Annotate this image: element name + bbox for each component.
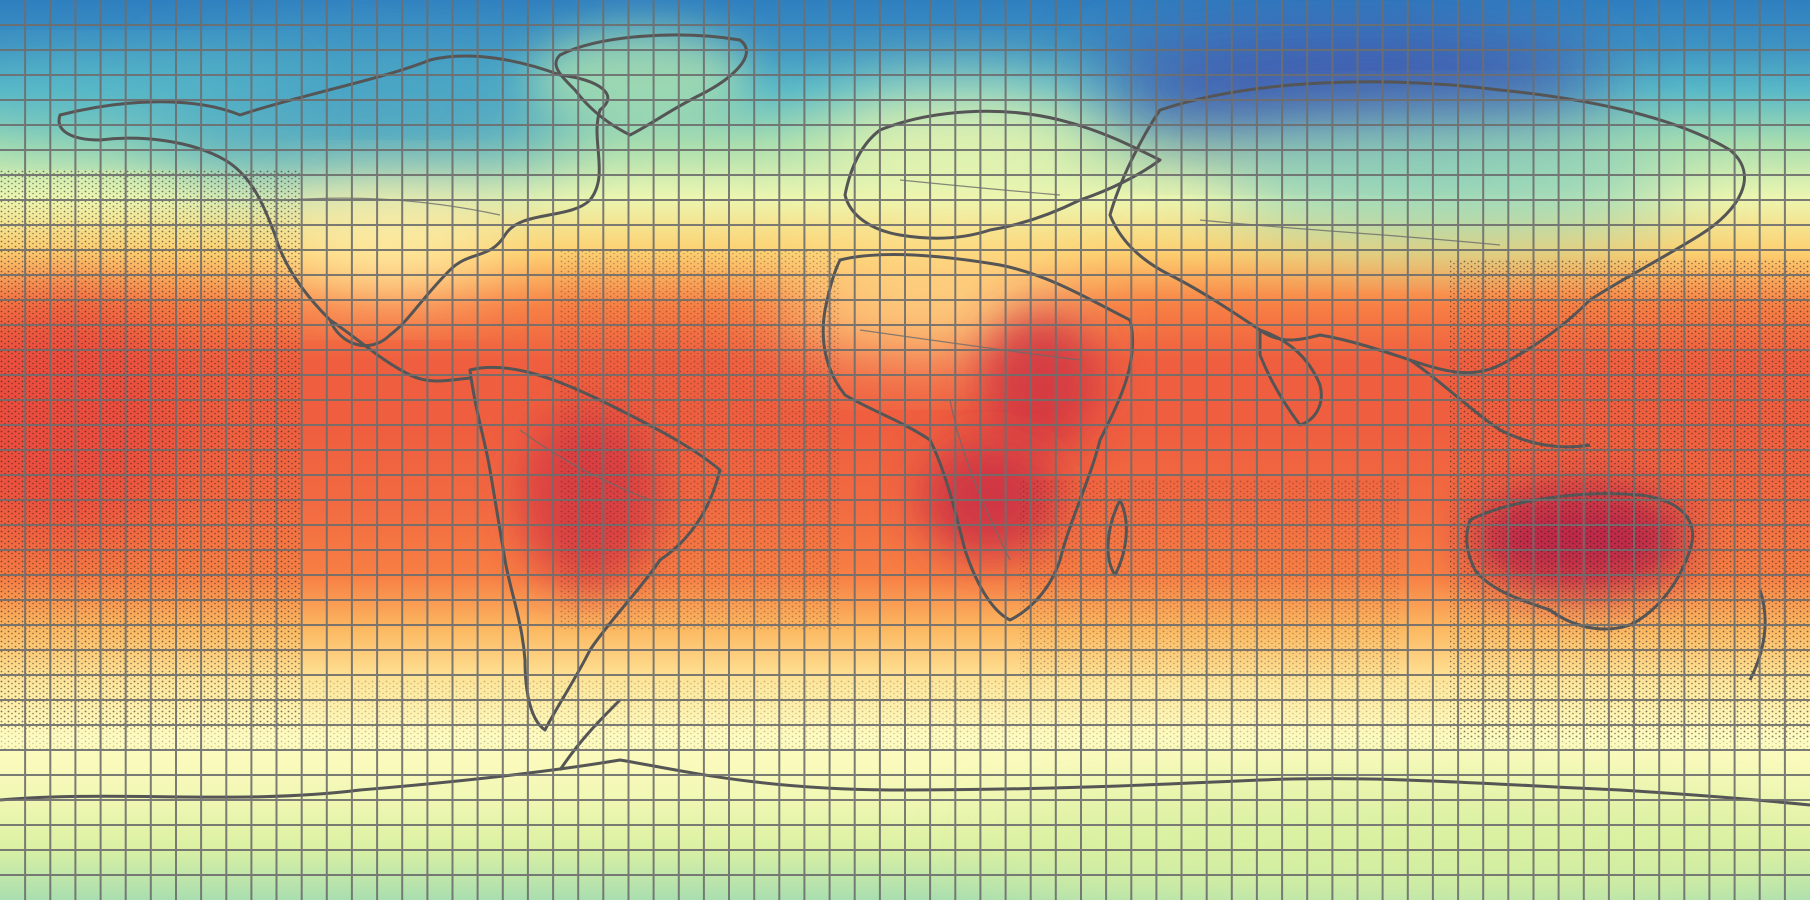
anomaly-central-asia-cool (1220, 125, 1680, 235)
stipple-indian (1020, 480, 1400, 680)
stipple-atlantic (560, 250, 840, 630)
coast-antarctic-peninsula (558, 698, 622, 771)
anomaly-siberia-cold (1090, 30, 1610, 140)
anomaly-east-africa-hot (980, 310, 1100, 450)
coast-southeast-asia (1409, 358, 1591, 449)
inner-borders (289, 179, 1501, 561)
anomaly-north-america-pale (280, 190, 500, 290)
border-europe (899, 179, 1061, 196)
border-south-america (519, 429, 651, 501)
coast-europe (843, 109, 1162, 240)
border-africa-b (949, 399, 1011, 561)
coast-antarctica (0, 758, 1810, 807)
coast-africa (821, 253, 1135, 622)
border-africa-a (859, 329, 1081, 361)
anomaly-greenland-light (530, 30, 750, 130)
coast-south-america (468, 365, 722, 732)
anomaly-antarctica-green (980, 790, 1810, 900)
border-russia-china (1199, 219, 1501, 246)
